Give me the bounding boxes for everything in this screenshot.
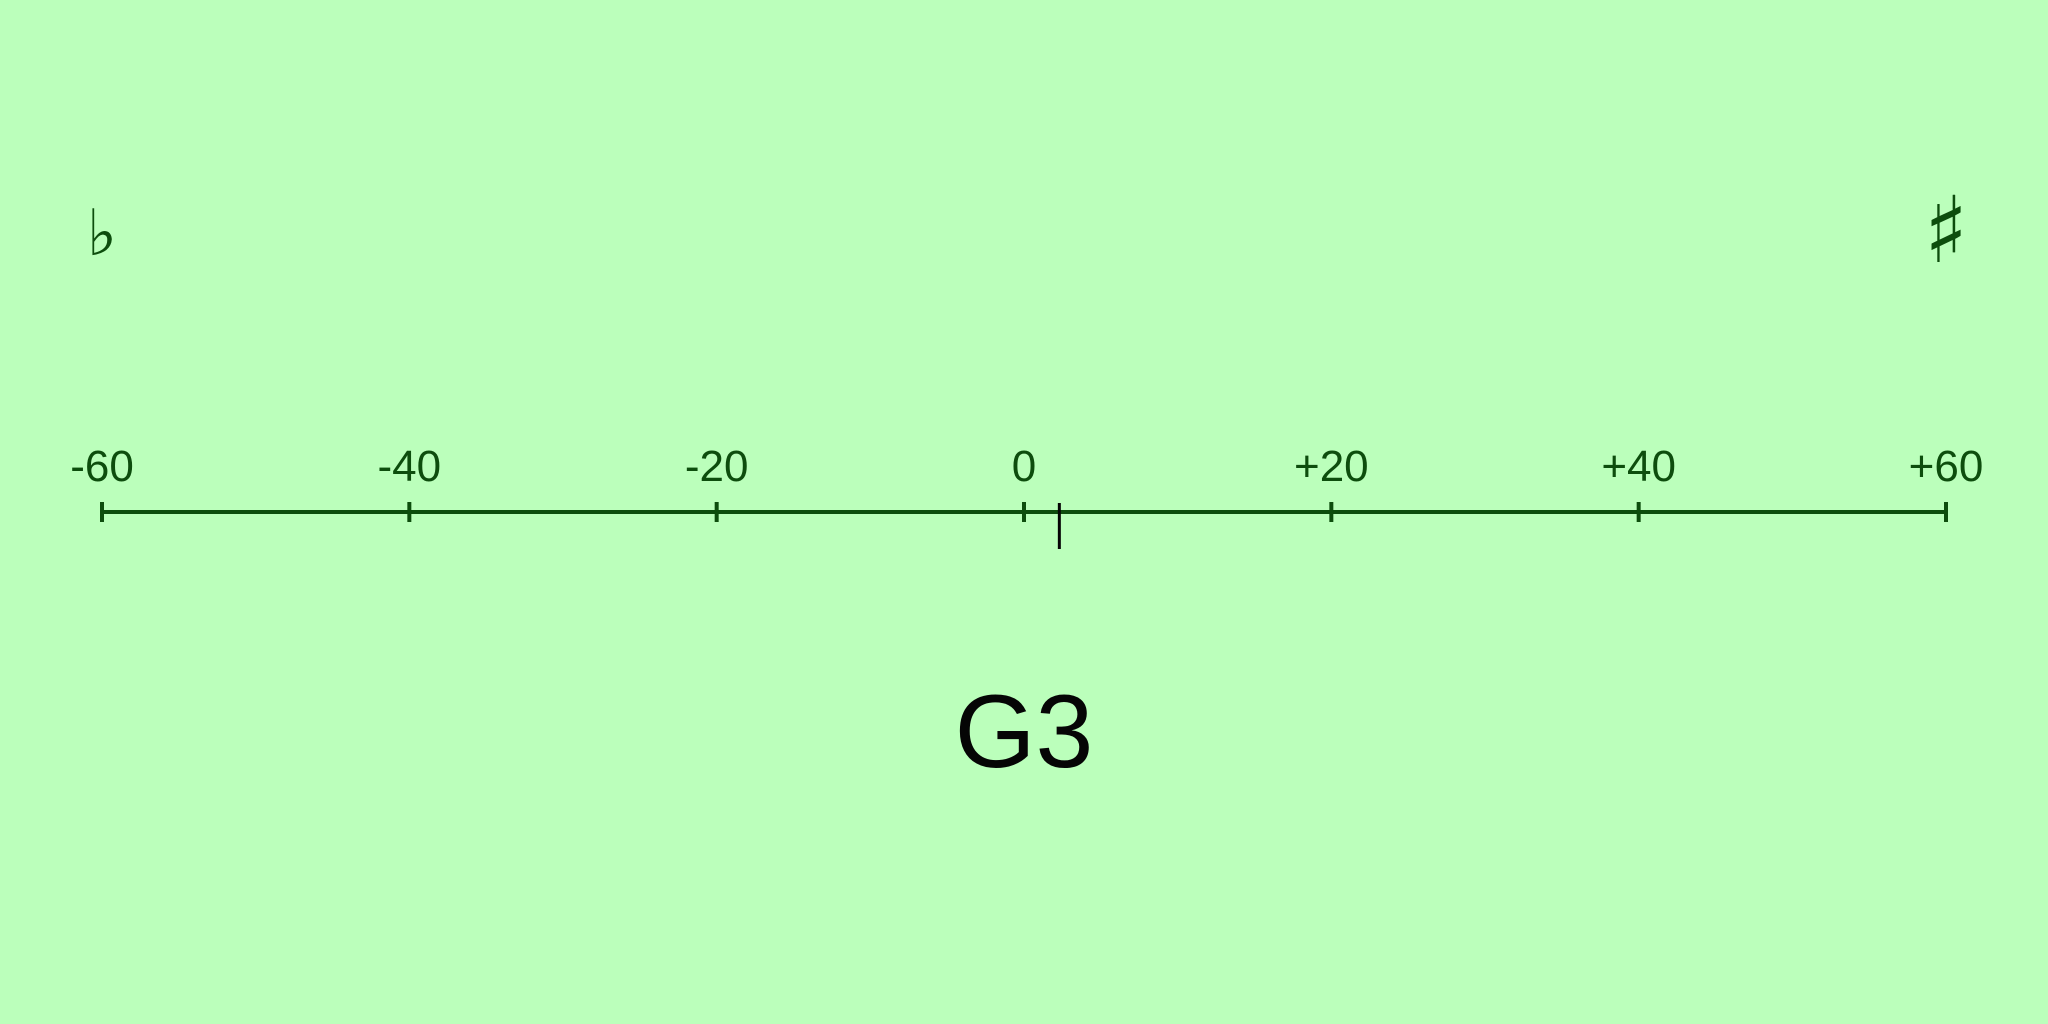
- scale-tick-label: +20: [1294, 442, 1369, 491]
- scale-tick-label: 0: [1012, 442, 1036, 491]
- scale-tick-label: -60: [70, 442, 134, 491]
- sharp-icon: ♯: [1924, 177, 1969, 284]
- scale-tick-label: +40: [1601, 442, 1676, 491]
- scale-tick-label: +60: [1909, 442, 1984, 491]
- scale-tick-label: -20: [685, 442, 749, 491]
- flat-icon: ♭: [87, 197, 117, 271]
- cents-scale: -60 -40 -20 0 +20 +40 +60: [70, 442, 1983, 522]
- note-name: G3: [955, 674, 1094, 790]
- scale-tick-label: -40: [378, 442, 442, 491]
